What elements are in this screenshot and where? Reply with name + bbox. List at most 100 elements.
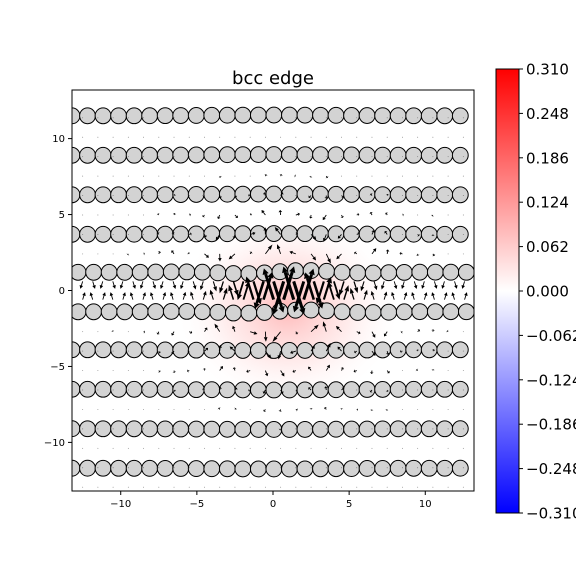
atom [173, 461, 189, 477]
atom [241, 305, 257, 321]
arrow [128, 215, 129, 216]
arrow [432, 390, 433, 391]
arrow [356, 137, 357, 138]
atom [194, 304, 210, 320]
arrow [387, 467, 388, 468]
colorbar-tick-label: 0.124 [526, 194, 569, 212]
x-tick-label: −5 [189, 499, 204, 510]
arrow [417, 390, 418, 391]
arrow [219, 487, 220, 488]
arrow [174, 156, 175, 157]
arrow [448, 467, 449, 468]
arrow [113, 195, 114, 196]
arrow [234, 428, 235, 429]
arrow [189, 448, 190, 449]
atom [427, 304, 443, 320]
arrow [97, 409, 98, 410]
arrow [387, 448, 388, 449]
arrow [97, 156, 98, 157]
arrow [432, 409, 433, 410]
colorbar-tick-label: −0.062 [526, 327, 576, 345]
arrow [448, 137, 449, 138]
arrow [204, 137, 205, 138]
atom [421, 421, 437, 437]
atom [266, 147, 282, 163]
atom [437, 108, 453, 124]
atom [111, 342, 127, 358]
arrow [189, 137, 190, 138]
atom [297, 226, 313, 242]
arrow [417, 409, 418, 410]
atom [157, 382, 173, 398]
atom [375, 147, 391, 163]
arrow [326, 176, 327, 177]
arrow [402, 448, 403, 449]
arrow [265, 175, 266, 176]
atom [282, 226, 298, 242]
atom [328, 461, 344, 477]
arrow [280, 448, 281, 449]
atom [334, 264, 350, 280]
arrow [82, 176, 83, 177]
atom [173, 108, 189, 124]
atom [421, 226, 437, 242]
atom [219, 461, 235, 477]
arrow [143, 448, 144, 449]
atom [375, 108, 391, 124]
atom [194, 264, 210, 280]
arrow [219, 137, 220, 138]
atom [412, 264, 428, 280]
atom [282, 422, 298, 438]
atom [235, 107, 251, 123]
arrow [158, 156, 159, 157]
atom [313, 107, 329, 123]
arrow [417, 428, 418, 429]
atom [173, 187, 189, 203]
atom [257, 305, 273, 321]
arrow [128, 467, 129, 468]
arrow [432, 176, 433, 177]
atom [390, 342, 406, 358]
arrow [174, 390, 175, 391]
atom [157, 421, 173, 437]
arrow [174, 428, 175, 429]
y-tick-label: −10 [44, 438, 65, 449]
atom [297, 147, 313, 163]
atom [210, 265, 226, 281]
arrow [234, 448, 235, 449]
atom [458, 264, 474, 280]
atom [204, 342, 220, 358]
atom [365, 305, 381, 321]
atom [157, 108, 173, 124]
arrow [97, 195, 98, 196]
arrow [463, 487, 464, 488]
atom [173, 342, 189, 358]
arrow [82, 137, 83, 138]
atom [188, 187, 204, 203]
atom [344, 342, 360, 358]
arrow [280, 487, 281, 488]
arrow [417, 487, 418, 488]
arrow [311, 156, 312, 157]
arrow [417, 370, 418, 371]
colorbar-tick-label: 0.186 [526, 149, 569, 167]
arrow [402, 137, 403, 138]
arrow [113, 487, 114, 488]
arrow [265, 428, 266, 429]
arrow [113, 351, 114, 352]
atom [188, 421, 204, 437]
arrow [448, 176, 449, 177]
atom [235, 147, 251, 163]
atom [359, 461, 375, 477]
arrow [143, 117, 144, 118]
arrow [463, 428, 464, 429]
arrow [265, 448, 266, 449]
atom [142, 342, 158, 358]
atom [157, 147, 173, 163]
arrow [204, 389, 205, 390]
atom [95, 108, 111, 124]
arrow [97, 390, 98, 391]
arrow [174, 137, 175, 138]
arrow [372, 448, 373, 449]
arrow [387, 176, 388, 177]
